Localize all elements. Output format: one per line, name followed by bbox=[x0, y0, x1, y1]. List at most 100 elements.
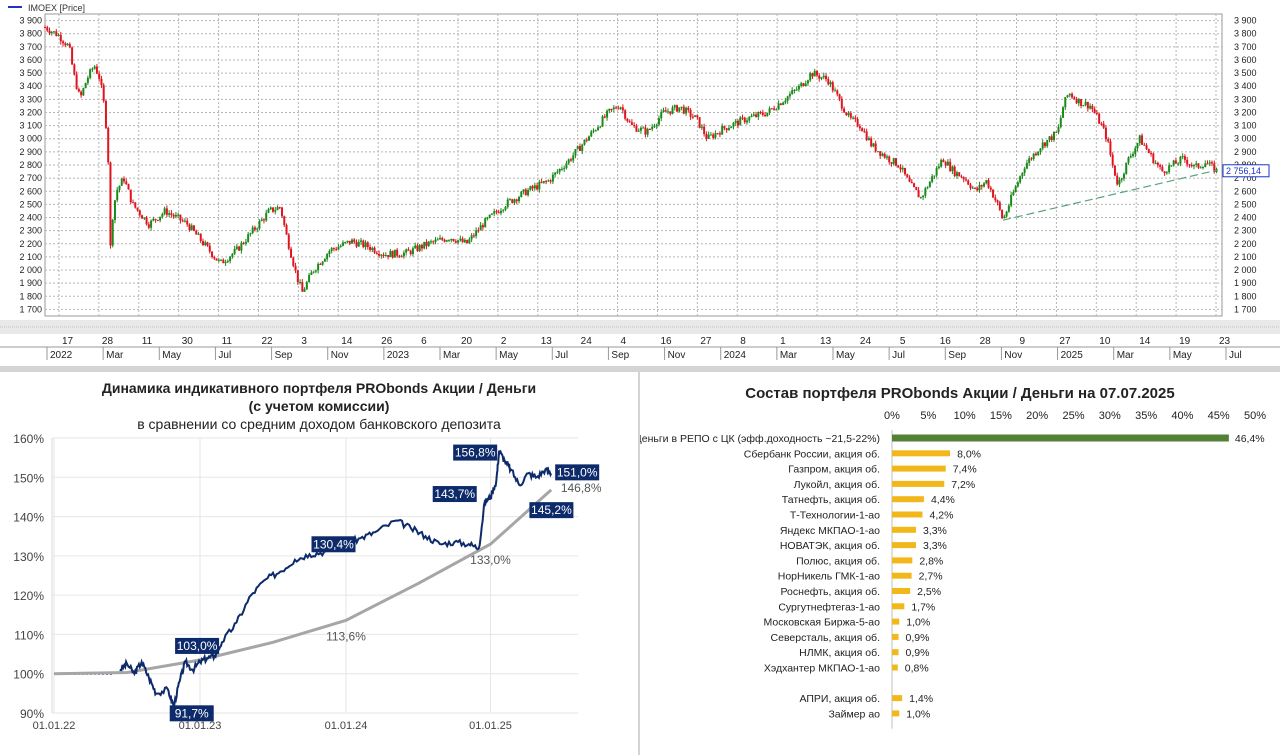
candle-body bbox=[775, 109, 778, 111]
candle-body bbox=[1010, 194, 1013, 206]
y-tick-label-right: 3 000 bbox=[1234, 134, 1257, 144]
bar bbox=[892, 695, 903, 702]
candle-body bbox=[861, 128, 864, 132]
candle-body bbox=[493, 211, 496, 214]
candle-body bbox=[696, 115, 699, 118]
x-day-label: 6 bbox=[421, 336, 427, 347]
candle-body bbox=[1005, 211, 1008, 217]
candle-body bbox=[1116, 175, 1119, 185]
candle-body bbox=[287, 234, 290, 249]
candle-body bbox=[330, 248, 333, 251]
candle-body bbox=[667, 111, 670, 113]
candle-body bbox=[937, 166, 940, 169]
y-tick-label: 120% bbox=[13, 589, 44, 603]
candle-body bbox=[1098, 113, 1101, 124]
candle-body bbox=[283, 216, 286, 226]
candle-body bbox=[244, 241, 247, 244]
candle-body bbox=[1102, 123, 1105, 128]
candle-body bbox=[978, 185, 981, 191]
candle-body bbox=[800, 83, 803, 86]
candle-body bbox=[730, 126, 733, 129]
candle-body bbox=[337, 246, 340, 250]
candle-body bbox=[441, 237, 444, 240]
candle-body bbox=[215, 258, 218, 261]
candle-body bbox=[362, 240, 365, 248]
candle-body bbox=[197, 233, 200, 235]
bar-value-label: 8,0% bbox=[957, 448, 981, 460]
bar bbox=[892, 511, 923, 518]
candle-body bbox=[434, 239, 437, 242]
candle-body bbox=[1163, 171, 1166, 174]
candle-body bbox=[258, 221, 261, 229]
portfolio-line bbox=[119, 449, 553, 710]
candle-body bbox=[202, 241, 205, 245]
candle-body bbox=[983, 183, 986, 187]
candle-body bbox=[621, 107, 624, 111]
candle-body bbox=[1066, 95, 1069, 98]
x-day-label: 4 bbox=[621, 336, 627, 347]
candle-body bbox=[1089, 105, 1092, 109]
x-day-label: 16 bbox=[660, 336, 672, 347]
legend-label: IMOEX [Price] bbox=[28, 3, 85, 13]
candle-body bbox=[881, 153, 884, 156]
x-day-label: 2 bbox=[501, 336, 507, 347]
candle-body bbox=[515, 199, 518, 202]
candle-body bbox=[183, 220, 186, 222]
candle-body bbox=[915, 186, 918, 191]
candle-body bbox=[1071, 93, 1074, 98]
candle-body bbox=[136, 207, 139, 211]
candle-body bbox=[48, 30, 51, 34]
candle-body bbox=[741, 117, 744, 119]
candle-body bbox=[897, 165, 900, 168]
candle-body bbox=[211, 251, 214, 257]
candle-body bbox=[962, 177, 965, 180]
candle-body bbox=[1192, 164, 1195, 167]
candle-body bbox=[651, 126, 654, 130]
x-period-label: May bbox=[1173, 350, 1192, 361]
y-tick-label: 90% bbox=[20, 707, 44, 721]
candle-body bbox=[459, 238, 462, 241]
candle-body bbox=[1039, 148, 1042, 152]
x-period-label: Mar bbox=[443, 350, 461, 361]
candle-body bbox=[134, 202, 137, 208]
x-period-label: Jul bbox=[892, 350, 905, 361]
bar-category-label: НОВАТЭК, акция об. bbox=[780, 540, 880, 552]
y-tick-label: 140% bbox=[13, 511, 44, 525]
candle-body bbox=[795, 89, 798, 91]
candle-body bbox=[186, 220, 189, 225]
candle-body bbox=[865, 131, 868, 141]
x-tick-label: 15% bbox=[990, 410, 1012, 422]
y-tick-label-left: 1 700 bbox=[19, 304, 42, 314]
candle-body bbox=[917, 190, 920, 198]
y-tick-label-right: 3 600 bbox=[1234, 55, 1257, 65]
candle-body bbox=[511, 199, 514, 203]
candle-body bbox=[129, 189, 132, 203]
candle-body bbox=[653, 126, 656, 128]
bar bbox=[892, 480, 945, 487]
x-day-label: 11 bbox=[142, 336, 153, 347]
candle-body bbox=[849, 113, 852, 118]
candle-body bbox=[190, 225, 193, 231]
bar bbox=[892, 588, 911, 594]
candle-body bbox=[913, 183, 916, 187]
candle-body bbox=[371, 247, 374, 250]
candle-body bbox=[499, 210, 502, 214]
candle-body bbox=[366, 242, 369, 248]
candle-body bbox=[468, 239, 471, 244]
candle-body bbox=[705, 134, 708, 139]
candle-body bbox=[727, 128, 730, 131]
candle-body bbox=[1021, 172, 1024, 177]
x-period-label: May bbox=[499, 350, 518, 361]
candle-body bbox=[876, 151, 879, 153]
candle-body bbox=[276, 207, 279, 211]
annotation-label: 151,0% bbox=[557, 465, 598, 479]
candle-body bbox=[811, 73, 814, 77]
x-day-label: 13 bbox=[541, 336, 553, 347]
candle-body bbox=[393, 249, 396, 258]
candle-body bbox=[102, 85, 105, 101]
candle-body bbox=[1152, 153, 1155, 164]
annotation-label: 130,4% bbox=[313, 537, 354, 551]
y-tick-label-right: 2 200 bbox=[1234, 239, 1257, 249]
candle-body bbox=[797, 85, 800, 90]
candle-body bbox=[1003, 216, 1006, 219]
